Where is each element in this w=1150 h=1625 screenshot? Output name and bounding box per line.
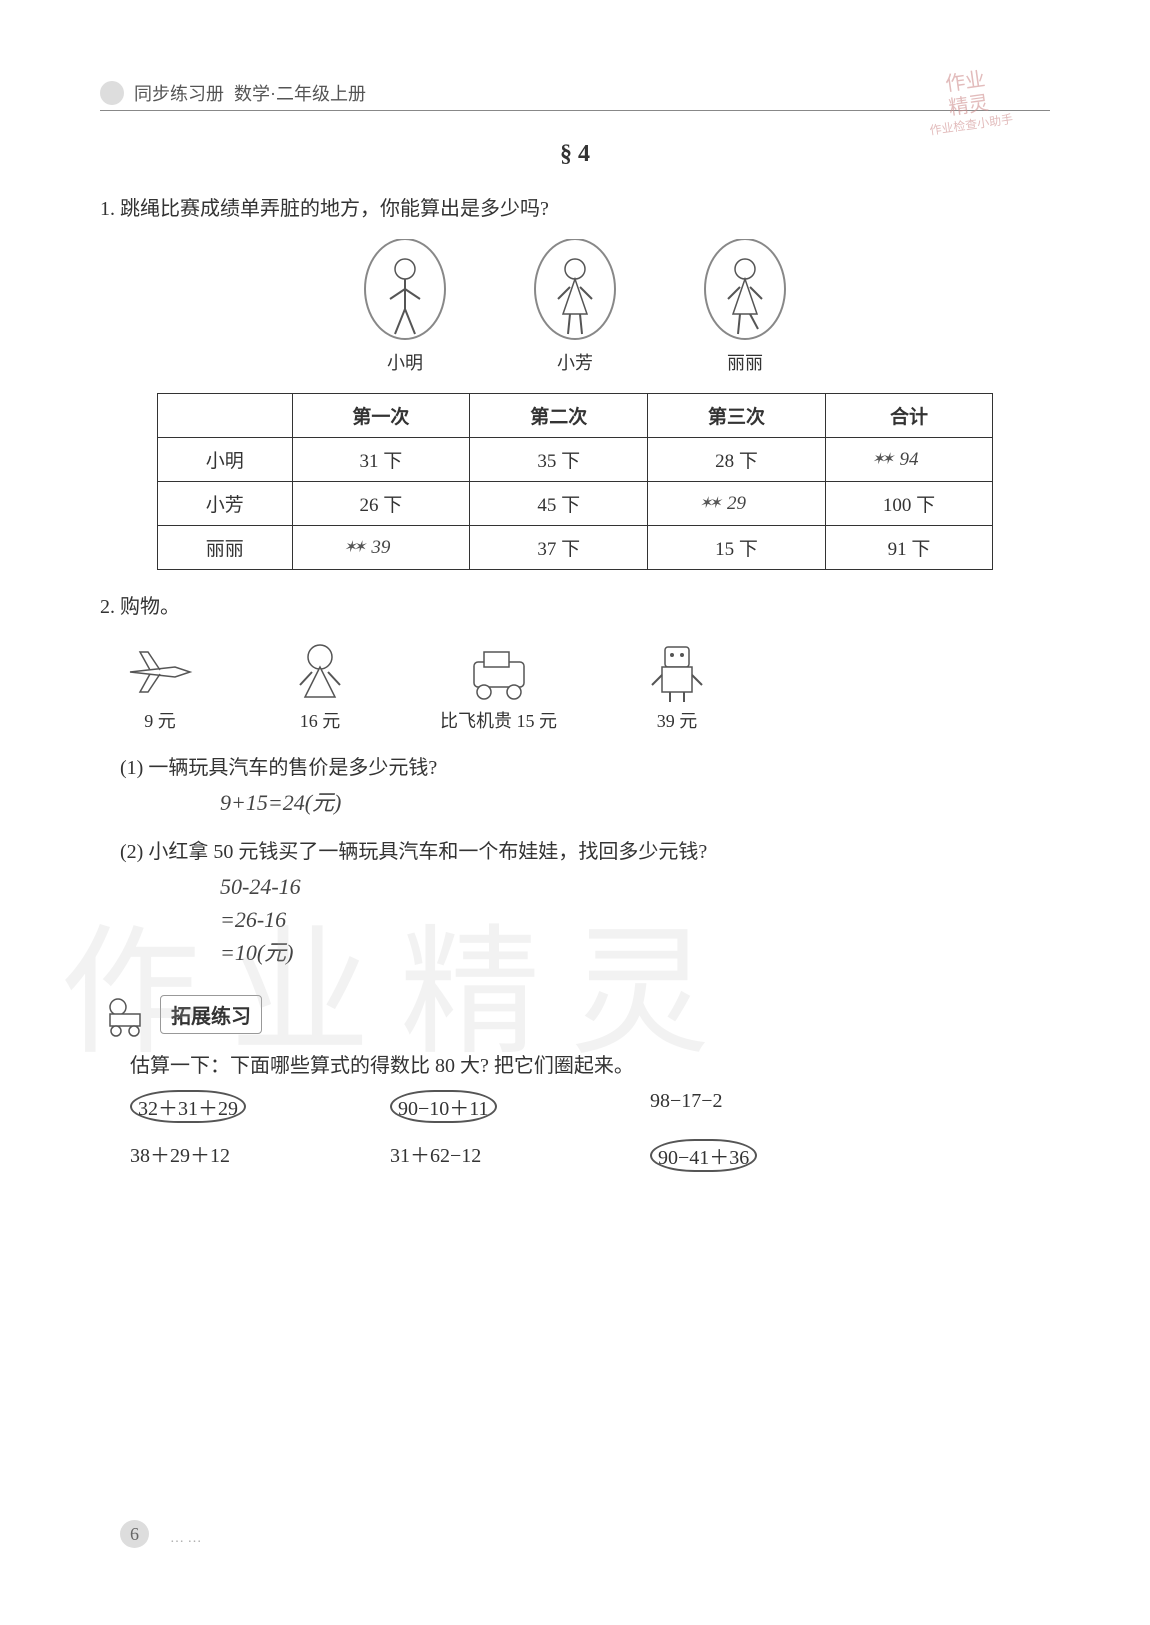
equation-item: 38＋29＋12: [130, 1139, 350, 1172]
col-blank: [158, 394, 293, 438]
q2-answer: 50-24-16 =26-16 =10(元): [220, 870, 1050, 969]
smudge-answer: 94: [899, 449, 918, 471]
problem-2-q2: (2) 小红拿 50 元钱买了一辆玩具汽车和一个布娃娃，找回多少元钱?: [120, 835, 1050, 864]
problem-1-text: 1. 跳绳比赛成绩单弄脏的地方，你能算出是多少吗?: [100, 192, 1050, 221]
figure-label-lili: 丽丽: [727, 349, 763, 375]
q1-answer: 9+15=24(元): [220, 786, 1050, 819]
extension-prompt: 估算一下：下面哪些算式的得数比 80 大? 把它们圈起来。: [130, 1049, 1050, 1078]
q2-answer-line1: 50-24-16: [220, 870, 1050, 903]
shop-item-airplane: 9 元: [120, 637, 200, 733]
shop-item-doll: 16 元: [280, 637, 360, 733]
figure-xiaofang: 小芳: [530, 239, 620, 375]
cell-c2: 35 下: [470, 438, 648, 482]
extension-header: 拓展练习: [100, 989, 1050, 1039]
page-number-value: 6: [120, 1520, 149, 1548]
row-name: 小明: [158, 438, 293, 482]
smudge-answer: 39: [371, 537, 390, 559]
homework-stamp: 作业 精灵 作业检查小助手: [922, 64, 1014, 137]
airplane-icon: [120, 637, 200, 707]
cell-total: 91 下: [825, 526, 992, 570]
subject-title: 数学·二年级上册: [234, 80, 366, 106]
shop-price-car: 比飞机贵 15 元: [440, 707, 557, 733]
col-total: 合计: [825, 394, 992, 438]
cart-icon: [100, 989, 150, 1039]
doll-icon: [280, 637, 360, 707]
equation-item: 32＋31＋29: [130, 1090, 350, 1123]
cell-c1: 26 下: [292, 482, 470, 526]
figure-label-xiaoming: 小明: [387, 349, 423, 375]
row-name: 丽丽: [158, 526, 293, 570]
jump-rope-figures: 小明 小芳 丽丽: [100, 239, 1050, 375]
cell-c3: 28 下: [648, 438, 826, 482]
eq-circled: 90−10＋11: [390, 1090, 497, 1123]
q1-text: 一辆玩具汽车的售价是多少元钱?: [148, 757, 437, 779]
eq-circled: 90−41＋36: [650, 1139, 757, 1172]
shop-price-robot: 39 元: [657, 707, 698, 733]
equations-grid: 32＋31＋29 90−10＋11 98−17−2 38＋29＋12 31＋62…: [130, 1090, 1050, 1172]
q2-label: (2): [120, 841, 143, 863]
q2-answer-line3: =10(元): [220, 936, 1050, 969]
table-row: 小芳 26 下 45 下 29 100 下: [158, 482, 993, 526]
smudge-answer: 29: [727, 493, 746, 515]
section-number: § 4: [100, 141, 1050, 168]
problem-1-number: 1.: [100, 198, 115, 220]
jump-rope-boy-icon: [360, 239, 450, 349]
eq-plain: 98−17−2: [650, 1090, 723, 1112]
equation-item: 90−41＋36: [650, 1139, 870, 1172]
q2-text: 小红拿 50 元钱买了一辆玩具汽车和一个布娃娃，找回多少元钱?: [148, 841, 707, 863]
figure-xiaoming: 小明: [360, 239, 450, 375]
eq-plain: 38＋29＋12: [130, 1145, 230, 1167]
book-title: 同步练习册: [134, 80, 224, 106]
col-first: 第一次: [292, 394, 470, 438]
robot-icon: [637, 637, 717, 707]
cell-c3: 15 下: [648, 526, 826, 570]
shop-item-car: 比飞机贵 15 元: [440, 637, 557, 733]
jump-rope-girl2-icon: [700, 239, 790, 349]
page-header: 同步练习册 数学·二年级上册: [100, 80, 1050, 111]
equation-item: 98−17−2: [650, 1090, 870, 1123]
extension-section: 拓展练习 估算一下：下面哪些算式的得数比 80 大? 把它们圈起来。 32＋31…: [100, 989, 1050, 1172]
equation-item: 31＋62−12: [390, 1139, 610, 1172]
problem-1: 1. 跳绳比赛成绩单弄脏的地方，你能算出是多少吗? 小明: [100, 192, 1050, 570]
problem-2: 2. 购物。 9 元 16 元 比飞机贵 15: [100, 590, 1050, 969]
extension-title: 拓展练习: [160, 995, 262, 1034]
figure-label-xiaofang: 小芳: [557, 349, 593, 375]
problem-2-number: 2.: [100, 596, 115, 618]
scores-table: 第一次 第二次 第三次 合计 小明 31 下 35 下 28 下 94 小芳 2…: [157, 393, 993, 570]
table-row: 小明 31 下 35 下 28 下 94: [158, 438, 993, 482]
q2-answer-line2: =26-16: [220, 903, 1050, 936]
col-second: 第二次: [470, 394, 648, 438]
col-third: 第三次: [648, 394, 826, 438]
cell-total: 100 下: [825, 482, 992, 526]
shop-price-airplane: 9 元: [144, 707, 176, 733]
table-row: 丽丽 39 37 下 15 下 91 下: [158, 526, 993, 570]
cell-total: 94: [825, 438, 992, 482]
shop-item-robot: 39 元: [637, 637, 717, 733]
jump-rope-girl1-icon: [530, 239, 620, 349]
cell-c2: 37 下: [470, 526, 648, 570]
problem-2-text: 2. 购物。: [100, 590, 1050, 619]
faint-scribble: … …: [170, 1531, 202, 1547]
problem-2-prompt: 购物。: [120, 596, 180, 618]
row-name: 小芳: [158, 482, 293, 526]
eq-plain: 31＋62−12: [390, 1145, 481, 1167]
cell-c1: 31 下: [292, 438, 470, 482]
page-number: 6: [120, 1524, 149, 1545]
cell-c3: 29: [648, 482, 826, 526]
eq-circled: 32＋31＋29: [130, 1090, 246, 1123]
q1-label: (1): [120, 757, 143, 779]
toy-car-icon: [459, 637, 539, 707]
shop-items-row: 9 元 16 元 比飞机贵 15 元: [120, 637, 1030, 733]
figure-lili: 丽丽: [700, 239, 790, 375]
book-logo-icon: [100, 81, 124, 105]
cell-c2: 45 下: [470, 482, 648, 526]
cell-c1: 39: [292, 526, 470, 570]
problem-2-q1: (1) 一辆玩具汽车的售价是多少元钱?: [120, 751, 1050, 780]
shop-price-doll: 16 元: [300, 707, 341, 733]
problem-1-prompt: 跳绳比赛成绩单弄脏的地方，你能算出是多少吗?: [120, 198, 549, 220]
equation-item: 90−10＋11: [390, 1090, 610, 1123]
table-header-row: 第一次 第二次 第三次 合计: [158, 394, 993, 438]
